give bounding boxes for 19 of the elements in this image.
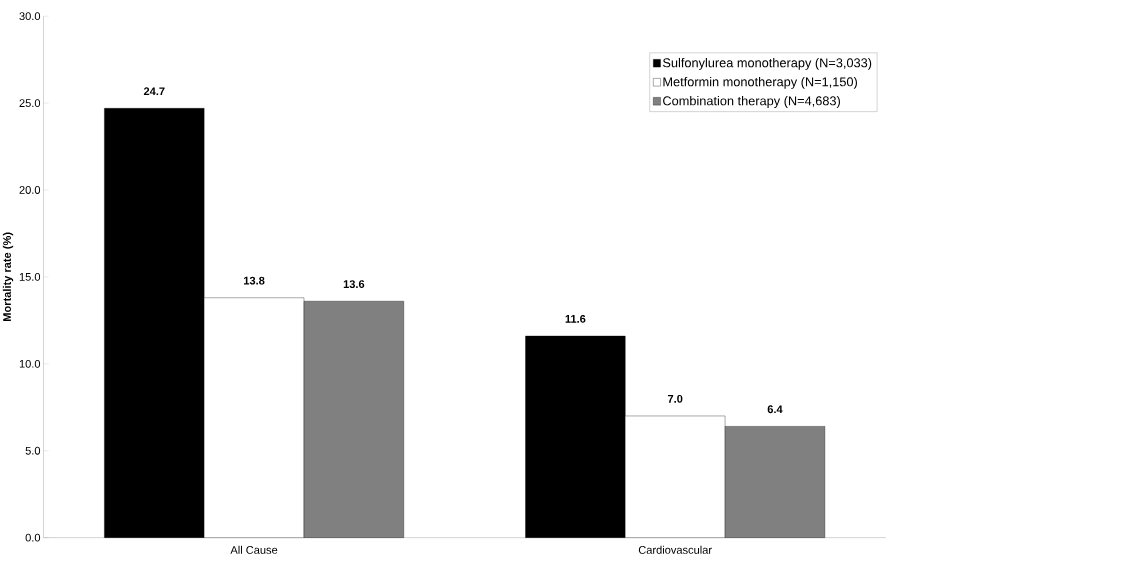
data-label: 13.8 [244, 276, 265, 285]
data-label: 24.7 [143, 87, 165, 96]
legend-label: Combination therapy (N=4,683) [663, 96, 840, 108]
data-label: 11.6 [565, 315, 586, 323]
x-tick-label: Cardiovascular [638, 545, 712, 554]
y-tick-label: 15.0 [19, 273, 41, 281]
data-label: 6.4 [767, 405, 783, 414]
y-tick-label: 30.0 [19, 12, 41, 21]
x-tick-label: All Cause [230, 545, 278, 554]
y-axis-title: Mortality rate (%) [2, 232, 14, 322]
y-tick-label: 10.0 [19, 359, 41, 368]
y-tick-label: 5.0 [25, 446, 41, 455]
y-tick-label: 0.0 [25, 533, 41, 542]
data-label: 13.6 [343, 280, 365, 289]
legend-label: Sulfonylurea monotherapy (N=3,033) [662, 58, 872, 70]
y-tick-label: 20.0 [19, 186, 41, 194]
data-label: 7.0 [667, 395, 683, 403]
legend-label: Metformin monotherapy (N=1,150) [663, 77, 857, 89]
y-tick-label: 25.0 [19, 99, 41, 108]
